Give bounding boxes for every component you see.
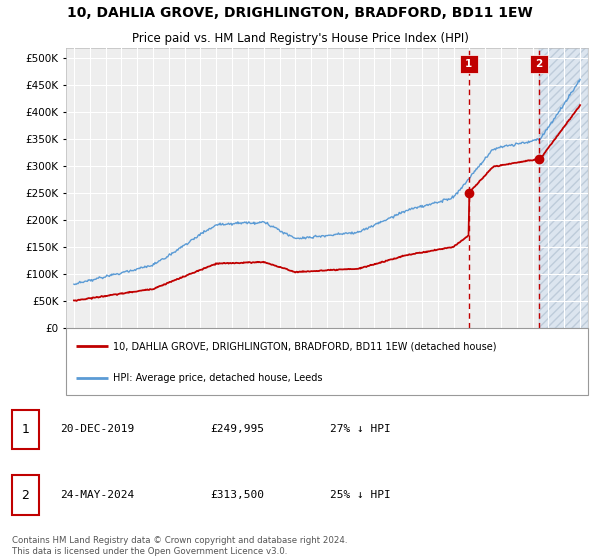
Text: HPI: Average price, detached house, Leeds: HPI: Average price, detached house, Leed… (113, 373, 322, 383)
Text: 1: 1 (465, 59, 473, 69)
FancyBboxPatch shape (12, 475, 39, 515)
FancyBboxPatch shape (66, 328, 588, 395)
Text: 10, DAHLIA GROVE, DRIGHLINGTON, BRADFORD, BD11 1EW (detached house): 10, DAHLIA GROVE, DRIGHLINGTON, BRADFORD… (113, 342, 496, 352)
Text: 24-MAY-2024: 24-MAY-2024 (60, 490, 134, 500)
Text: £313,500: £313,500 (210, 490, 264, 500)
Bar (539, 48, 588, 328)
FancyBboxPatch shape (12, 409, 39, 449)
Bar (539, 48, 588, 328)
Text: 10, DAHLIA GROVE, DRIGHLINGTON, BRADFORD, BD11 1EW: 10, DAHLIA GROVE, DRIGHLINGTON, BRADFORD… (67, 6, 533, 20)
Text: 2: 2 (22, 489, 29, 502)
Text: 20-DEC-2019: 20-DEC-2019 (60, 424, 134, 435)
Text: 25% ↓ HPI: 25% ↓ HPI (330, 490, 391, 500)
Text: 2: 2 (535, 59, 542, 69)
Text: £249,995: £249,995 (210, 424, 264, 435)
Text: Contains HM Land Registry data © Crown copyright and database right 2024.
This d: Contains HM Land Registry data © Crown c… (12, 536, 347, 556)
Text: 27% ↓ HPI: 27% ↓ HPI (330, 424, 391, 435)
Text: 1: 1 (22, 423, 29, 436)
Text: Price paid vs. HM Land Registry's House Price Index (HPI): Price paid vs. HM Land Registry's House … (131, 31, 469, 45)
